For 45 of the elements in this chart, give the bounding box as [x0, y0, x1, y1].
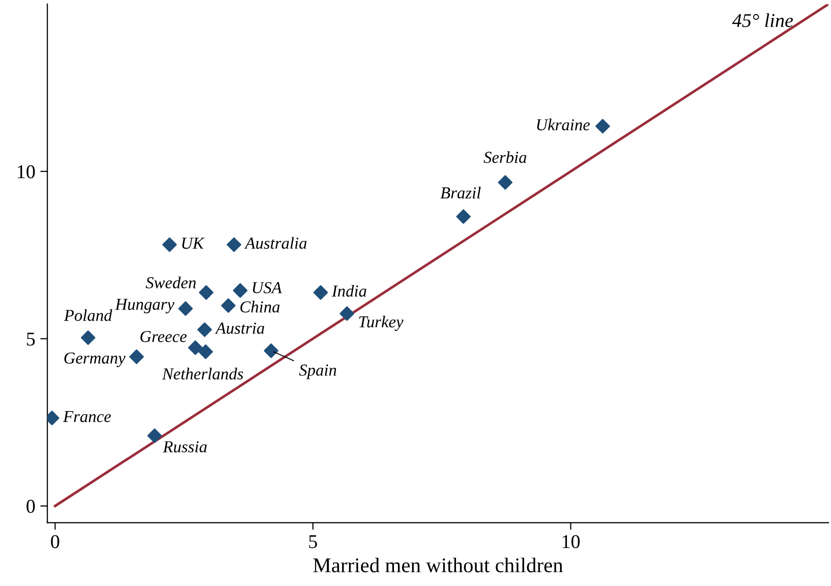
point	[162, 237, 177, 252]
point	[221, 298, 236, 313]
x-tick-label: 5	[309, 535, 318, 548]
data-label: USA	[252, 282, 282, 294]
data-label: Serbia	[484, 151, 526, 164]
point	[188, 340, 203, 356]
annotation: 45° line	[732, 13, 793, 28]
x-axis-title: Married men without children	[313, 558, 563, 572]
y-tick-label: 0	[26, 500, 35, 513]
point	[340, 306, 354, 321]
data-label: France	[63, 411, 111, 422]
point	[198, 285, 214, 300]
data-label: Russia	[162, 441, 207, 452]
point	[595, 118, 610, 134]
point	[226, 237, 242, 252]
point	[80, 330, 96, 345]
point	[264, 343, 278, 358]
data-label: Turkey	[359, 316, 404, 331]
data-label: Germany	[64, 352, 126, 368]
data-label: Ukraine	[537, 118, 590, 130]
data-label: Spain	[299, 364, 336, 380]
data-label: Sweden	[146, 276, 196, 288]
point	[198, 344, 213, 360]
data-label: Netherlands	[162, 368, 244, 380]
point	[129, 349, 144, 364]
data-label: Hungary	[115, 298, 174, 314]
y-tick-label: 5	[26, 332, 35, 346]
data-label: India	[332, 284, 366, 297]
data-label: Greece	[140, 330, 187, 342]
x-tick-label: 0	[50, 535, 60, 548]
data-label: China	[240, 300, 280, 313]
point	[313, 285, 328, 300]
point	[232, 283, 248, 298]
point	[147, 428, 162, 443]
point	[456, 209, 471, 224]
data-label: Austria	[214, 322, 264, 334]
point	[178, 301, 193, 316]
data-label: Brazil	[440, 186, 481, 199]
point	[197, 322, 212, 337]
data-label: UK	[182, 238, 205, 249]
y-tick-label: 10	[18, 165, 35, 178]
point	[498, 175, 513, 190]
x-tick-label: 10	[562, 535, 580, 548]
data-label: Poland	[64, 309, 112, 322]
data-label: Australia	[244, 237, 307, 249]
